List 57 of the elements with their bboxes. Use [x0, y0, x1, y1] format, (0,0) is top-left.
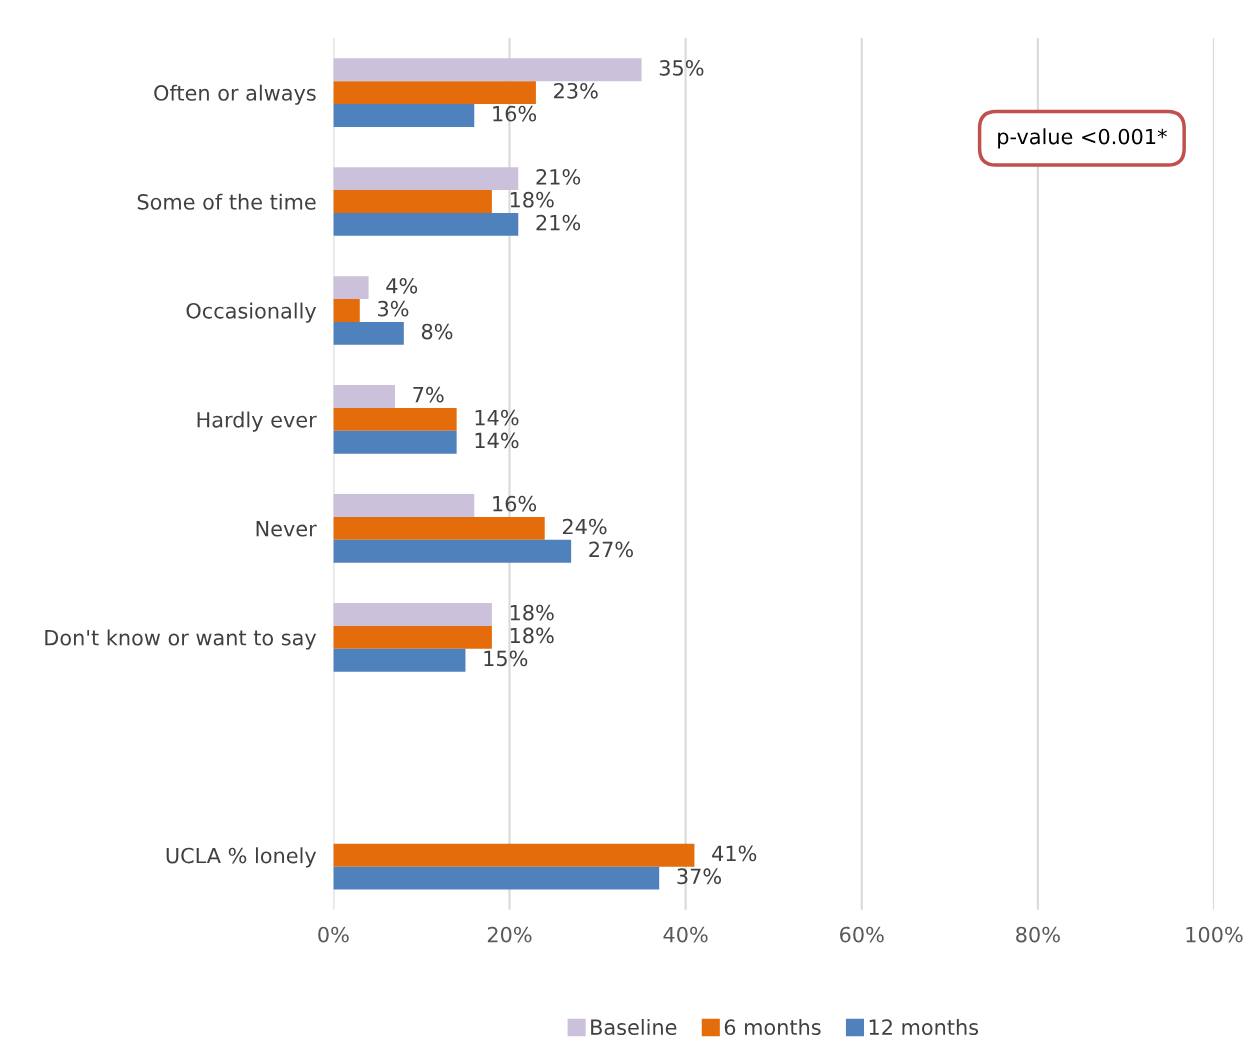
data-label: 23%	[554, 82, 598, 99]
legend-label: 12 months	[869, 1018, 979, 1036]
bar	[333, 843, 695, 867]
data-label: 18%	[510, 627, 554, 644]
data-label: 15%	[484, 650, 528, 667]
x-tick-label: 0%	[318, 926, 349, 943]
bar	[333, 299, 360, 322]
data-label: 8%	[421, 323, 453, 340]
data-label: 41%	[712, 845, 757, 862]
y-tick-label: Occasionally	[186, 302, 317, 323]
bar	[333, 190, 492, 213]
bar	[333, 58, 642, 82]
y-tick-label: Don't know or want to say	[45, 629, 317, 650]
legend-label: 6 months	[724, 1018, 821, 1036]
bar	[333, 104, 475, 127]
legend-label: Baseline	[591, 1018, 677, 1036]
data-label: 3%	[378, 300, 409, 317]
bar	[333, 494, 475, 517]
bar	[333, 407, 457, 431]
x-tick-label: 60%	[840, 926, 884, 943]
bar	[333, 516, 545, 540]
y-tick-label: Never	[256, 521, 317, 537]
x-tick-label: 80%	[1016, 926, 1060, 943]
data-label: 37%	[677, 868, 722, 885]
bar	[333, 81, 536, 105]
bar	[333, 167, 519, 191]
data-label: 35%	[659, 60, 704, 76]
y-tick-label: Some of the time	[137, 193, 316, 210]
bar	[333, 648, 466, 672]
bar	[333, 866, 660, 890]
data-label: 24%	[562, 518, 607, 535]
data-label: 4%	[386, 277, 418, 294]
data-label: 16%	[493, 495, 537, 512]
x-tick-label: 40%	[663, 926, 708, 943]
x-tick-label: 100%	[1186, 926, 1243, 943]
bar	[333, 603, 492, 626]
bar	[333, 276, 369, 300]
bar	[333, 430, 457, 454]
data-label: 27%	[589, 541, 633, 558]
bar	[333, 539, 572, 563]
bar	[333, 625, 492, 649]
x-tick-label: 20%	[487, 926, 532, 943]
data-label: 14%	[475, 409, 519, 426]
data-label: 14%	[475, 432, 519, 449]
bar	[333, 212, 519, 236]
y-tick-label: Hardly ever	[197, 411, 317, 432]
bar	[333, 321, 404, 345]
data-label: 21%	[536, 168, 581, 185]
y-tick-label: UCLA % lonely	[166, 847, 317, 868]
bar	[333, 385, 396, 408]
data-label: 18%	[510, 604, 554, 621]
data-label: 21%	[536, 214, 581, 231]
data-label: 7%	[413, 386, 444, 403]
data-label: 16%	[493, 105, 537, 122]
annotation: p-value <0.001*	[998, 128, 1167, 149]
data-label: 18%	[510, 191, 554, 208]
y-tick-label: Often or always	[154, 84, 316, 105]
